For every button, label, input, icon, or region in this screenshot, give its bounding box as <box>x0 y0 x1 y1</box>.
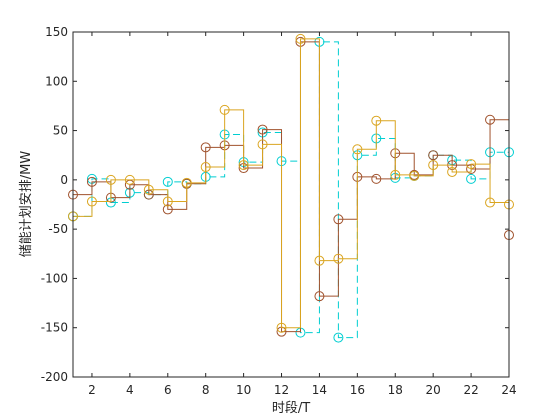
data-point <box>162 196 173 207</box>
data-point <box>428 160 439 171</box>
data-point <box>352 144 363 155</box>
data-point <box>276 322 287 333</box>
data-point <box>390 169 401 180</box>
data-point <box>314 255 325 266</box>
data-point <box>466 159 477 170</box>
data-point <box>314 291 325 302</box>
x-tick-label: 16 <box>350 383 365 397</box>
data-point <box>295 33 306 44</box>
data-point <box>333 253 344 264</box>
y-tick-label: 50 <box>53 124 68 138</box>
data-point <box>162 176 173 187</box>
plot-frame <box>72 31 510 378</box>
series-2 <box>68 36 514 337</box>
data-point <box>371 173 382 184</box>
data-point <box>333 214 344 225</box>
data-point <box>409 170 420 181</box>
data-point <box>86 176 97 187</box>
y-tick-label: 150 <box>45 25 68 39</box>
data-point <box>200 142 211 153</box>
x-tick-label: 10 <box>236 383 251 397</box>
y-tick-label: -200 <box>41 370 68 384</box>
data-point <box>257 139 268 150</box>
series-3 <box>68 33 514 333</box>
data-point <box>466 173 477 184</box>
data-point <box>371 115 382 126</box>
y-tick-label: 100 <box>45 74 68 88</box>
y-tick-label: 0 <box>60 173 68 187</box>
data-point <box>162 204 173 215</box>
plot-area <box>73 32 509 377</box>
x-tick-label: 12 <box>274 383 289 397</box>
x-tick-label: 8 <box>202 383 210 397</box>
y-tick-label: -100 <box>41 271 68 285</box>
data-point <box>447 166 458 177</box>
data-point <box>124 174 135 185</box>
series-line <box>73 41 510 333</box>
y-axis-label: 储能计划安排/MW <box>19 151 34 258</box>
series-layer <box>68 33 514 343</box>
x-tick-label: 20 <box>426 383 441 397</box>
data-point <box>86 196 97 207</box>
x-tick-label: 24 <box>501 383 516 397</box>
data-point <box>105 174 116 185</box>
x-tick-label: 18 <box>388 383 403 397</box>
y-tick-label: -50 <box>48 222 68 236</box>
data-point <box>428 150 439 161</box>
data-point <box>200 162 211 173</box>
data-point <box>181 177 192 188</box>
data-point <box>238 160 249 171</box>
data-point <box>485 197 496 208</box>
data-point <box>485 114 496 125</box>
series-line <box>73 38 510 329</box>
y-tick-label: -150 <box>41 321 68 335</box>
data-point <box>143 184 154 195</box>
x-tick-label: 22 <box>463 383 478 397</box>
data-point <box>219 104 230 115</box>
x-tick-label: 14 <box>312 383 327 397</box>
x-tick-label: 2 <box>88 383 96 397</box>
x-axis-label: 时段/T <box>272 401 310 416</box>
x-tick-label: 4 <box>126 383 134 397</box>
tick-layer: 2 4 6 8 10 12 14 16 18 20 22 24-200-150-100-5005010… <box>41 25 517 397</box>
data-point <box>257 124 268 135</box>
x-tick-label: 6 <box>164 383 172 397</box>
data-point <box>333 332 344 343</box>
